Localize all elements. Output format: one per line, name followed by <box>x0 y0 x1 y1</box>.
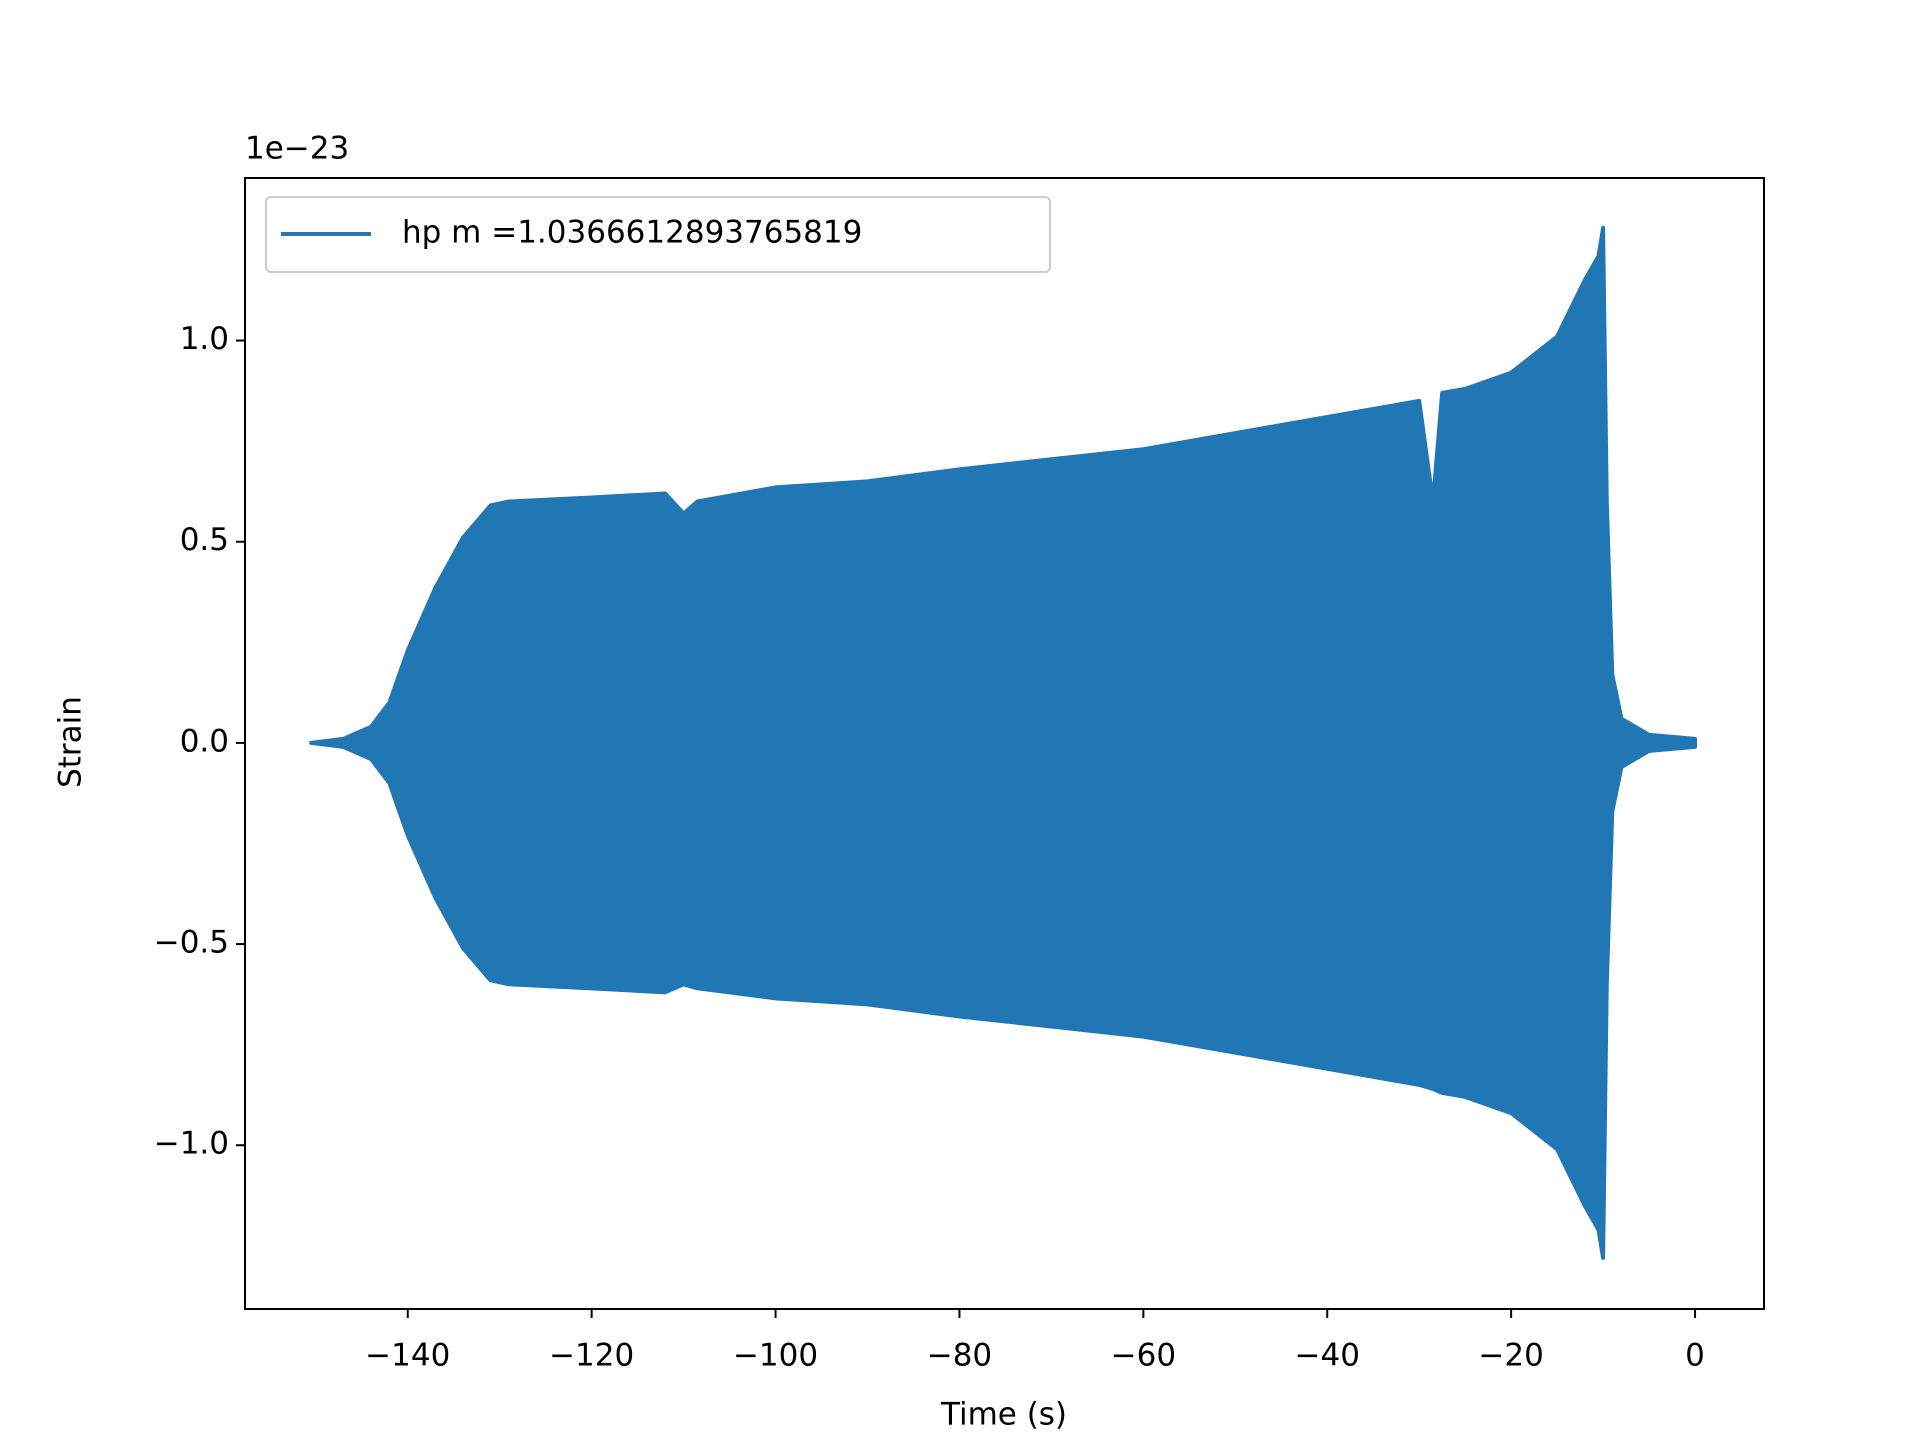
x-tick-label: −40 <box>1295 1338 1360 1374</box>
x-tick-label: −140 <box>365 1338 450 1374</box>
y-tick-label: 1.0 <box>180 321 229 357</box>
y-tick-label: 0.0 <box>180 723 229 759</box>
waveform-envelope <box>309 225 1698 1260</box>
x-axis-label: Time (s) <box>940 1397 1067 1433</box>
x-tick-label: −80 <box>927 1338 992 1374</box>
offset-label: 1e−23 <box>245 131 349 167</box>
x-tick-label: −60 <box>1111 1338 1176 1374</box>
x-tick-label: 0 <box>1685 1338 1705 1374</box>
y-axis-label: Strain <box>53 696 89 788</box>
legend-label: hp m =1.0366612893765819 <box>402 215 862 251</box>
y-tick-label: 0.5 <box>180 522 229 558</box>
x-tick-label: −100 <box>733 1338 818 1374</box>
legend-box <box>265 196 1051 273</box>
y-tick-label: −1.0 <box>154 1126 229 1162</box>
y-tick-label: −0.5 <box>154 925 229 961</box>
x-tick-label: −120 <box>549 1338 634 1374</box>
x-tick-label: −20 <box>1478 1338 1543 1374</box>
